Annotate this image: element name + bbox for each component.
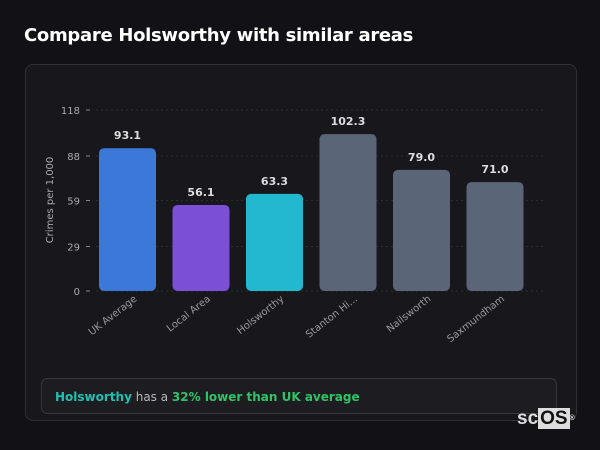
- summary-middle: has a: [131, 390, 172, 404]
- data-label: 93.1: [114, 129, 141, 142]
- data-label: 71.0: [481, 163, 508, 176]
- page-title: Compare Holsworthy with similar areas: [24, 25, 414, 46]
- x-tick-label: Stanton Hi...: [304, 294, 360, 341]
- logo-text-os: OS: [538, 408, 570, 429]
- summary-box: Holsworthy has a 32% lower than UK avera…: [41, 378, 557, 414]
- y-tick-label: 59: [67, 197, 80, 208]
- x-tick-label: Saxmundham: [445, 294, 506, 345]
- y-axis-label: Crimes per 1,000: [45, 157, 56, 244]
- y-tick-label: 118: [61, 106, 80, 117]
- data-label: 56.1: [187, 186, 214, 199]
- data-label: 63.3: [261, 175, 288, 188]
- y-tick-label: 88: [67, 152, 80, 163]
- bar: [466, 182, 524, 291]
- scos-logo: sc OS ®: [517, 408, 575, 429]
- x-tick-label: UK Average: [87, 294, 140, 338]
- summary-place: Holsworthy: [55, 390, 132, 404]
- x-tick-label: Nailsworth: [385, 294, 434, 335]
- y-tick-label: 29: [67, 243, 80, 254]
- bar: [172, 204, 230, 291]
- bar: [393, 169, 450, 291]
- data-label: 102.3: [331, 115, 366, 128]
- x-tick-label: Local Area: [165, 294, 213, 335]
- bar: [319, 134, 377, 291]
- bar: [99, 148, 156, 291]
- logo-mark: ®: [569, 415, 575, 422]
- summary-comparison: 32% lower than UK average: [171, 390, 360, 404]
- logo-text: sc: [517, 408, 539, 429]
- bar: [246, 193, 303, 291]
- data-label: 79.0: [408, 151, 435, 164]
- x-tick-label: Holsworthy: [235, 294, 286, 337]
- y-tick-label: 0: [74, 287, 80, 298]
